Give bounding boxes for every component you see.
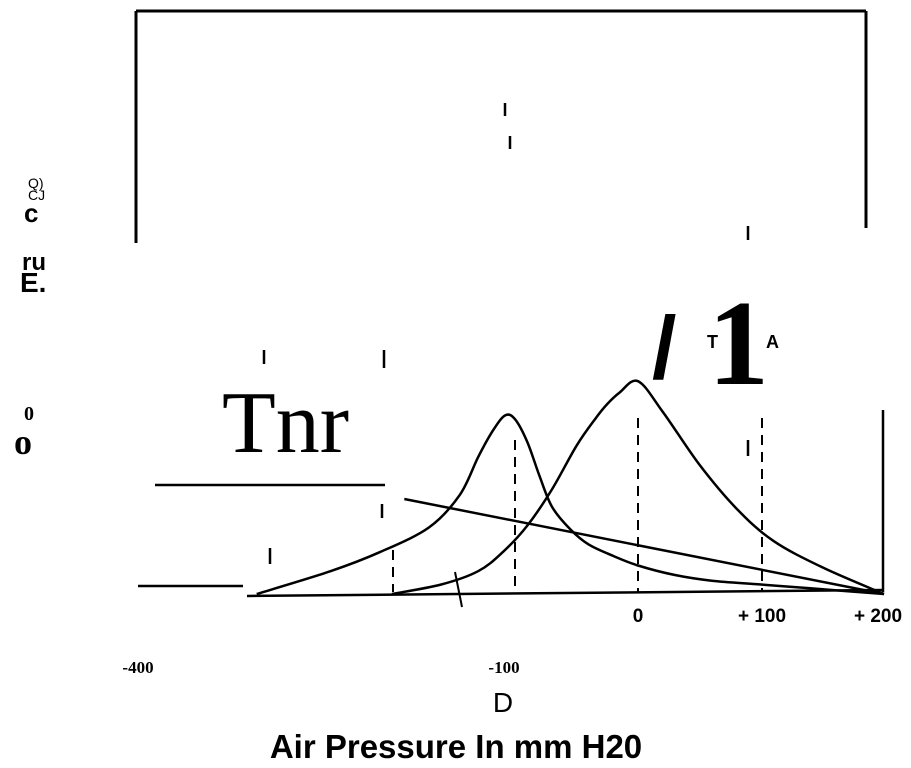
artifact-t: T — [707, 332, 718, 352]
x-tick-plus-100: + 100 — [738, 606, 786, 627]
x-tick-plus-200: + 200 — [854, 606, 902, 627]
x-tick-0: 0 — [633, 606, 644, 627]
dashed-guides — [392, 418, 763, 592]
x-tick-minus-400: -400 — [122, 658, 153, 677]
curves-layer — [256, 379, 885, 596]
x-axis-baseline — [246, 588, 884, 598]
artifact-tnr: Tnr — [222, 375, 349, 472]
y-label-fragment-2: CJ — [28, 187, 45, 203]
series-line-1 — [256, 413, 885, 596]
artifact-d: D — [493, 687, 513, 718]
y-label-fragment-7: o — [14, 422, 32, 462]
y-label-fragment-4: ru — [22, 249, 46, 276]
artifact-one: 1 — [708, 276, 769, 411]
x-axis-title: Air Pressure In mm H20 — [270, 728, 642, 765]
axis-break-mark — [454, 571, 463, 608]
y-label-fragment-3: c — [24, 198, 38, 228]
series-line-3 — [404, 497, 885, 596]
artifact-slash: / — [652, 298, 676, 397]
artifact-a: A — [766, 332, 779, 352]
y-label-fragment-1: Q) — [28, 175, 44, 191]
x-tick-minus-100: -100 — [488, 658, 519, 677]
series-line-2 — [391, 379, 885, 596]
y-label-fragment-6: 0 — [24, 403, 34, 425]
scatter-ticks — [262, 103, 750, 564]
y-label-fragment-5: E. — [20, 267, 46, 298]
